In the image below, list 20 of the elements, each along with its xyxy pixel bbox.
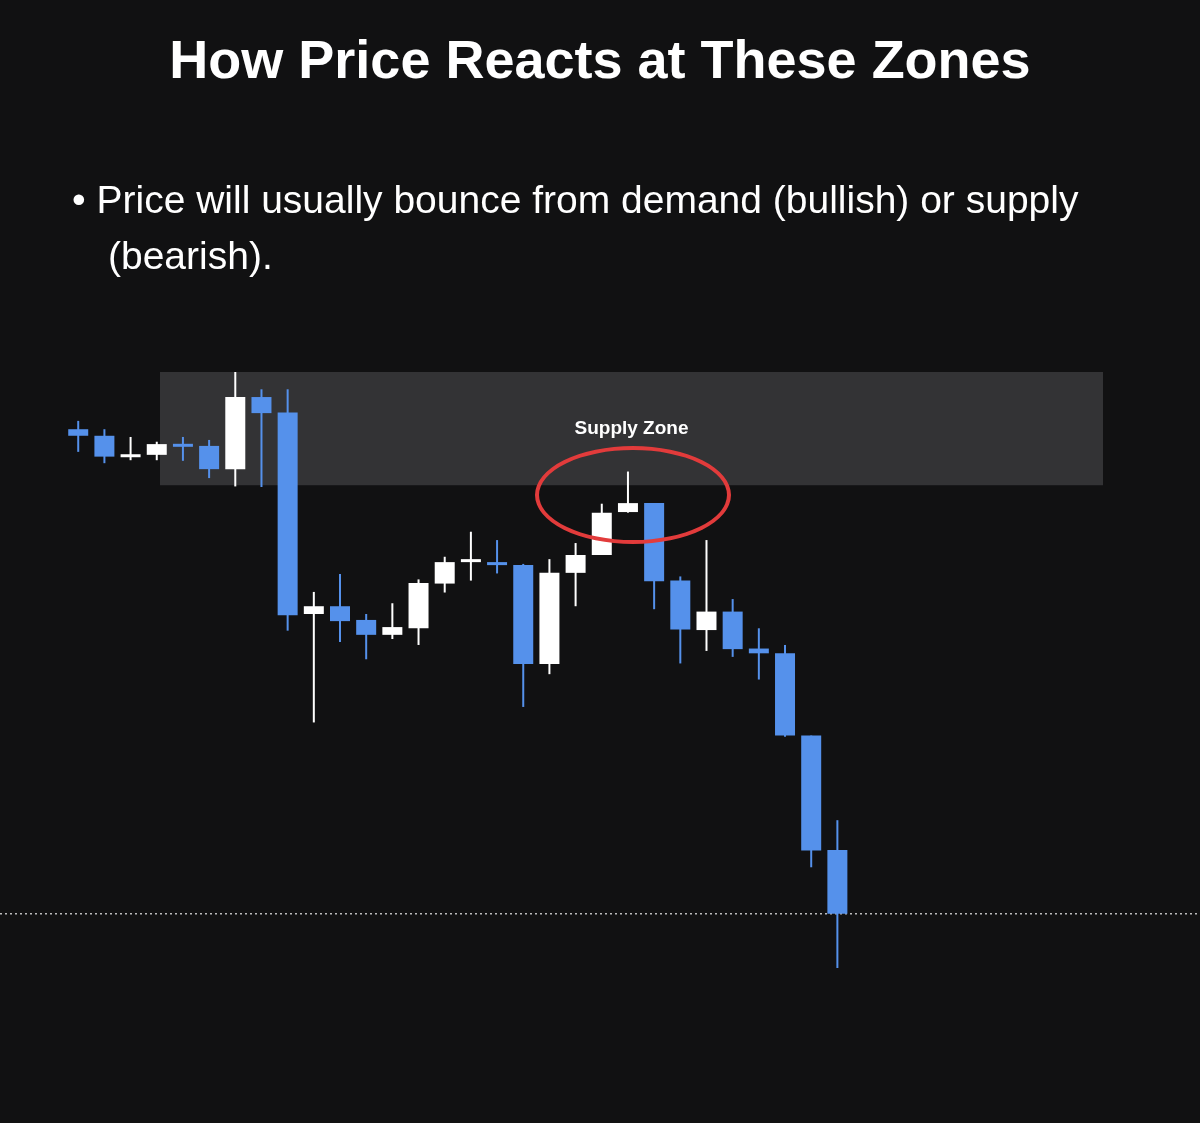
candlestick [356, 612, 377, 661]
candlestick [68, 419, 89, 453]
candlestick [251, 388, 272, 489]
candlestick [120, 435, 141, 462]
candlestick [460, 530, 481, 582]
candlestick [172, 435, 193, 462]
candlestick [94, 428, 115, 465]
candlestick [617, 470, 638, 514]
chart-title: How Price Reacts at These Zones [168, 28, 1032, 90]
candlestick [382, 602, 403, 641]
candlestick [199, 438, 220, 480]
candlestick [565, 542, 586, 608]
candlestick [434, 555, 455, 594]
candlestick [487, 539, 508, 575]
candlestick [330, 573, 350, 643]
candlestick [146, 440, 167, 462]
candlestick [696, 539, 717, 652]
candlestick [303, 590, 324, 724]
band-label: Supply Zone [574, 416, 689, 438]
chart-subtitle: • Price will usually bounce from demand (bullish) or supply (bearish). [72, 178, 1079, 277]
